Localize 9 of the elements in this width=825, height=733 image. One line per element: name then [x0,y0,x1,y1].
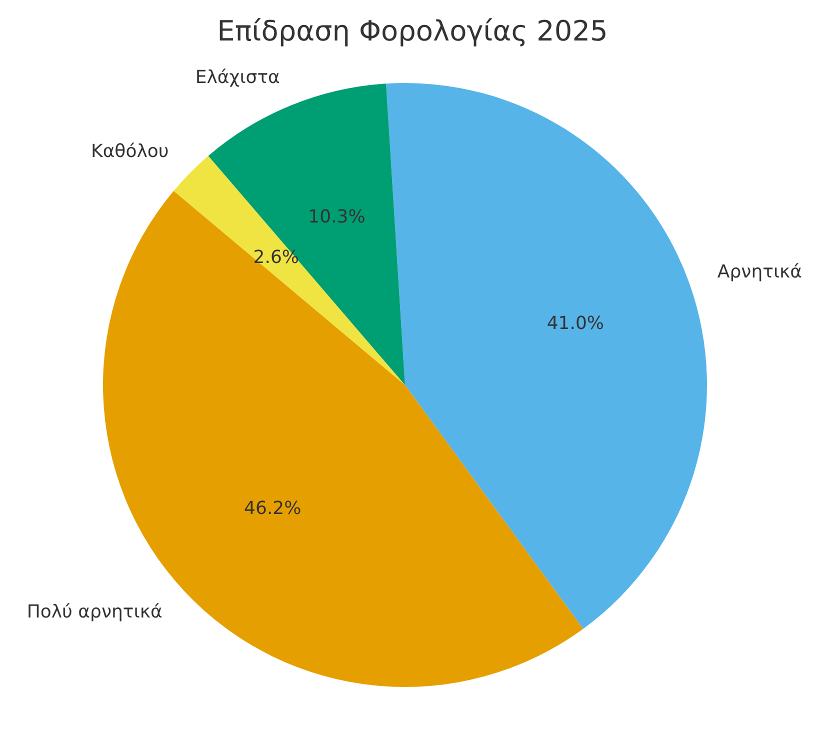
slice-label: Πολύ αρνητικά [26,601,162,622]
slice-label: Καθόλου [91,140,169,162]
slice-label: Αρνητικά [717,262,802,283]
data-label: 46.2% [244,498,302,520]
data-label: 2.6% [253,247,300,268]
chart-title: Επίδραση Φορολογίας 2025 [217,14,608,48]
data-label: 10.3% [308,206,366,228]
data-label: 41.0% [546,312,604,334]
slice-label: Ελάχιστα [195,66,280,88]
